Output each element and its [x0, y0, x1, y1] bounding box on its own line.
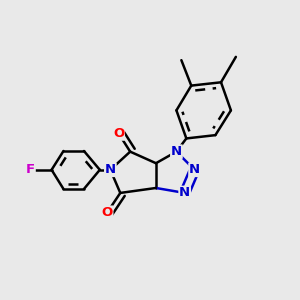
Text: N: N — [189, 163, 200, 176]
Text: N: N — [171, 145, 182, 158]
Text: F: F — [26, 163, 35, 176]
Text: N: N — [179, 186, 190, 200]
Text: N: N — [105, 163, 116, 176]
Text: O: O — [113, 127, 124, 140]
Text: O: O — [101, 206, 113, 219]
